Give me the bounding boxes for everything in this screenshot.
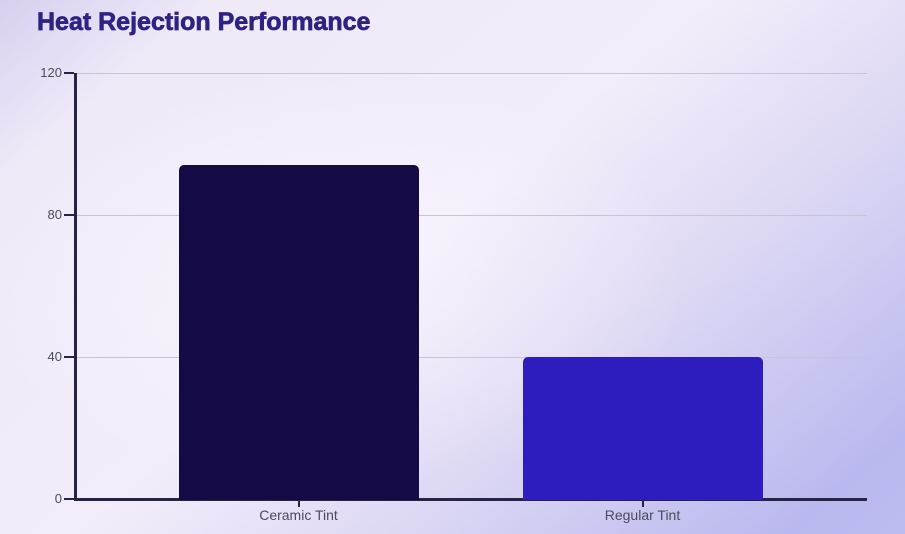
y-tick-label: 120	[40, 65, 62, 80]
x-axis-label: Ceramic Tint	[259, 507, 338, 523]
bar-ceramic-tint	[178, 165, 419, 500]
y-axis-line	[74, 73, 77, 499]
y-tick-label: 0	[54, 491, 62, 506]
y-tick	[64, 72, 74, 74]
x-tick	[297, 501, 300, 507]
chart-title: Heat Rejection Performance	[37, 8, 371, 37]
gridline	[74, 357, 867, 358]
gridline	[74, 73, 867, 74]
y-tick-label: 80	[47, 207, 62, 222]
y-tick	[64, 214, 74, 216]
x-tick	[641, 501, 644, 507]
y-tick	[64, 498, 74, 500]
x-axis-label: Regular Tint	[604, 507, 681, 523]
gridline	[74, 215, 867, 216]
x-axis-line	[74, 498, 867, 501]
y-tick-label: 40	[47, 349, 62, 364]
y-tick	[64, 356, 74, 358]
bar-regular-tint	[522, 357, 763, 500]
